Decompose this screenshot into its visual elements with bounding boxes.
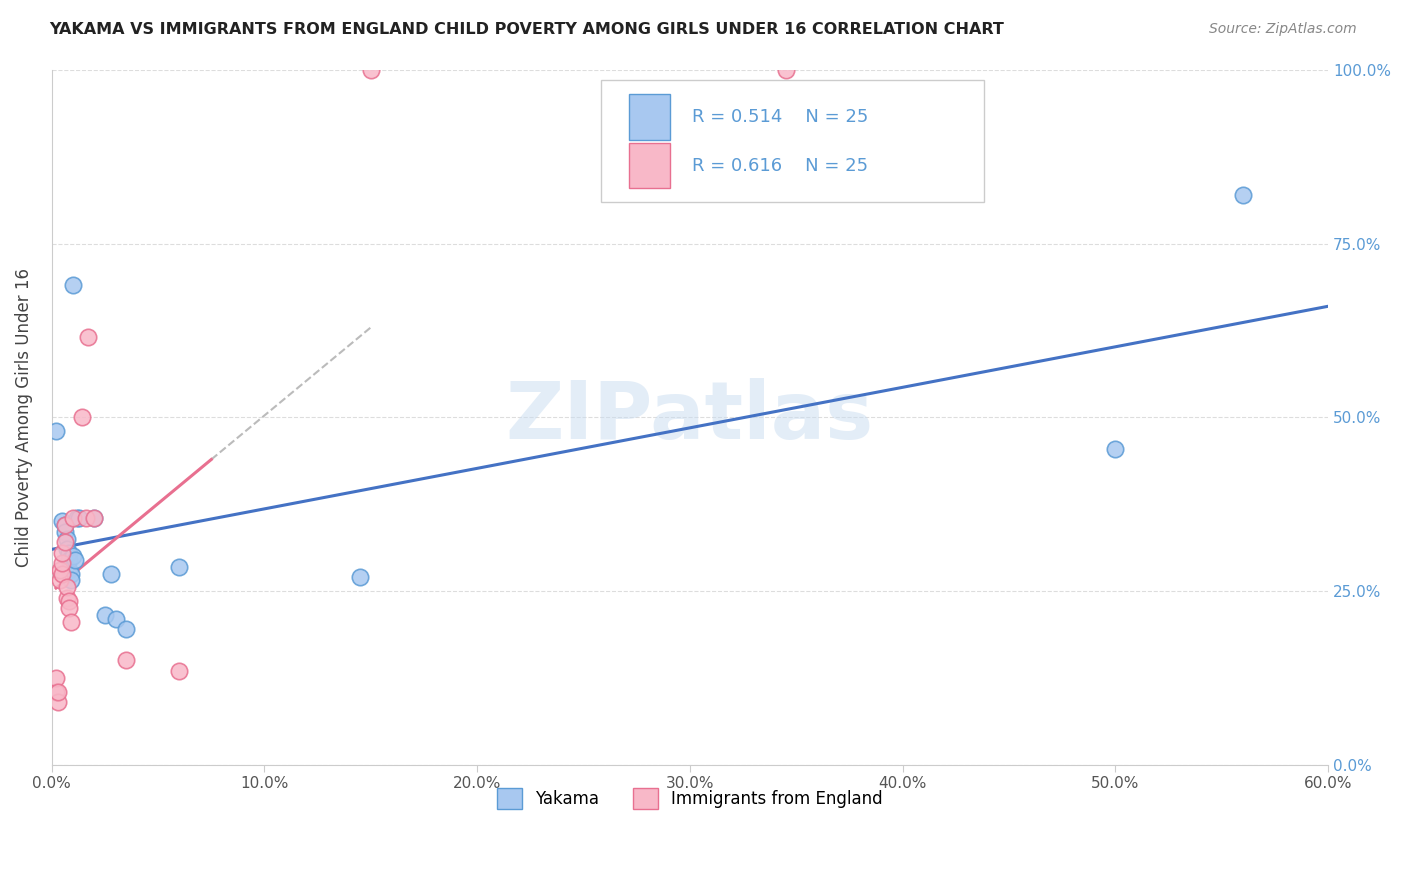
Point [70,410,93,425]
Point [49,574,72,588]
Point [67,511,90,525]
Point [49,563,72,577]
Point [169,559,191,574]
Point [59,566,82,581]
Point [349,570,371,584]
Point [53,535,76,549]
Text: R = 0.616    N = 25: R = 0.616 N = 25 [693,157,869,175]
Point [46,695,69,709]
Point [775,63,797,78]
Point [51,556,73,570]
Point [53,517,76,532]
Point [55,591,77,605]
Point [1104,442,1126,456]
Point [58,594,80,608]
Point [58,552,80,566]
Text: R = 0.514    N = 25: R = 0.514 N = 25 [693,108,869,126]
Point [62,511,84,525]
Point [53,524,76,539]
Point [58,546,80,560]
Point [115,622,138,636]
Point [55,532,77,546]
Text: Source: ZipAtlas.com: Source: ZipAtlas.com [1209,22,1357,37]
Point [63,552,86,566]
Point [45,684,67,698]
Point [58,563,80,577]
Point [77,330,100,344]
Point [51,566,73,581]
Point [104,612,127,626]
FancyBboxPatch shape [628,95,669,139]
Point [45,424,67,438]
Point [360,63,382,78]
Point [51,515,73,529]
Point [75,511,97,525]
Point [55,581,77,595]
Point [51,546,73,560]
Point [53,517,76,532]
Text: YAKAMA VS IMMIGRANTS FROM ENGLAND CHILD POVERTY AMONG GIRLS UNDER 16 CORRELATION: YAKAMA VS IMMIGRANTS FROM ENGLAND CHILD … [49,22,1004,37]
Point [94,608,117,623]
Point [59,574,82,588]
Point [66,511,89,525]
FancyBboxPatch shape [600,80,984,202]
Text: ZIPatlas: ZIPatlas [506,378,875,457]
FancyBboxPatch shape [628,143,669,188]
Point [100,566,122,581]
Point [58,601,80,615]
Point [59,615,82,629]
Point [115,653,138,667]
Point [1232,188,1254,202]
Y-axis label: Child Poverty Among Girls Under 16: Child Poverty Among Girls Under 16 [15,268,32,566]
Point [62,278,84,293]
Point [62,549,84,564]
Legend: Yakama, Immigrants from England: Yakama, Immigrants from England [491,781,890,815]
Point [55,542,77,557]
Point [45,671,67,685]
Point [83,511,105,525]
Point [169,664,191,678]
Point [83,511,105,525]
Point [46,684,69,698]
